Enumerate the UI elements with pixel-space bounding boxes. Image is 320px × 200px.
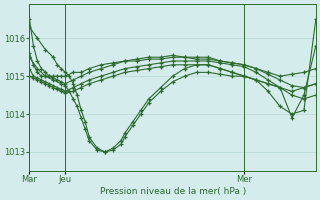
X-axis label: Pression niveau de la mer( hPa ): Pression niveau de la mer( hPa ) xyxy=(100,187,246,196)
